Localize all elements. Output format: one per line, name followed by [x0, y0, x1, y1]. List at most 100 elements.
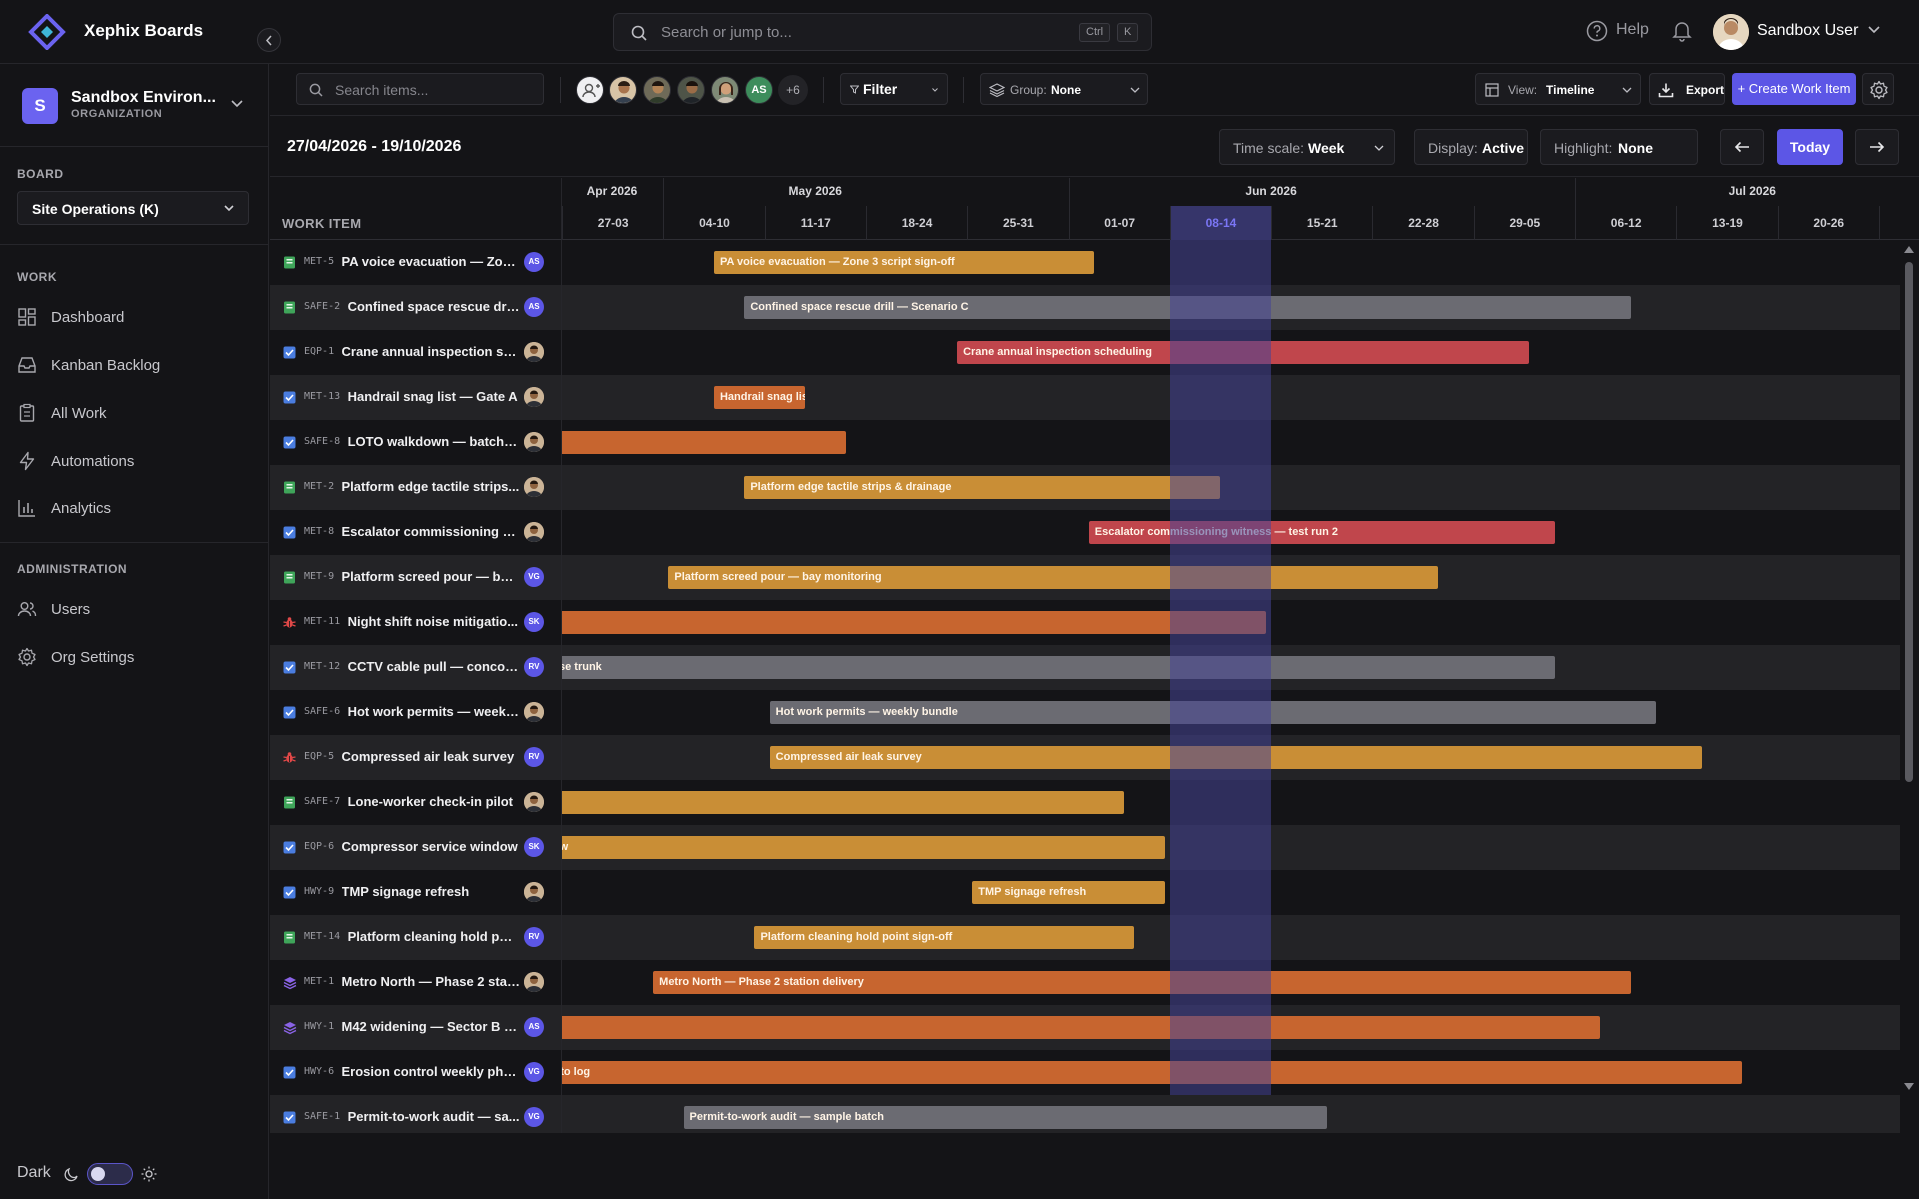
notifications-bell-icon[interactable] — [1672, 20, 1692, 42]
vertical-scrollbar[interactable] — [1901, 240, 1919, 1095]
timeline-bar[interactable]: ontrol weekly photo log — [562, 1061, 1743, 1084]
today-button[interactable]: Today — [1777, 129, 1843, 165]
table-row[interactable]: MET-8 Escalator commissioning wi... Escala… — [270, 510, 1900, 555]
table-row[interactable]: EQP-1 Crane annual inspection sc... Crane … — [270, 330, 1900, 375]
assignee-avatar[interactable] — [524, 792, 544, 812]
display-select[interactable]: Display: Active — [1414, 129, 1528, 165]
member-avatar[interactable] — [609, 76, 637, 104]
assignee-avatar[interactable] — [524, 342, 544, 362]
table-row[interactable]: SAFE-7 Lone-worker check-in pilot r check-… — [270, 780, 1900, 825]
timeline-bar[interactable]: Metro North — Phase 2 station delivery — [653, 971, 1631, 994]
row-label[interactable]: MET-13 Handrail snag list — Gate A — [270, 375, 562, 420]
timeline-bar[interactable]: sor service window — [562, 836, 1165, 859]
timeline-bar[interactable]: Escalator commissioning witness — test r… — [1088, 521, 1555, 544]
row-label[interactable]: MET-11 Night shift noise mitigatio... SK — [270, 600, 562, 645]
table-row[interactable]: HWY-1 M42 widening — Sector B e...AS ks & … — [270, 1005, 1900, 1050]
item-title[interactable]: Platform cleaning hold poi... — [347, 929, 520, 944]
row-label[interactable]: SAFE-8 LOTO walkdown — batch fi... — [270, 420, 562, 465]
user-avatar[interactable] — [1713, 14, 1749, 50]
theme-toggle[interactable] — [87, 1163, 133, 1185]
assignee-avatar[interactable] — [524, 882, 544, 902]
board-settings-button[interactable] — [1862, 73, 1894, 105]
timeline-bar[interactable]: Crane annual inspection scheduling — [957, 341, 1530, 364]
sidebar-item-users[interactable]: Users — [17, 594, 257, 624]
item-title[interactable]: Erosion control weekly pho... — [341, 1064, 521, 1079]
assignee-avatar[interactable]: VG — [524, 567, 544, 587]
sidebar-item-org-settings[interactable]: Org Settings — [17, 642, 257, 672]
xephix-logo-icon[interactable] — [28, 14, 66, 50]
timeline-bar[interactable]: s — [562, 431, 846, 454]
board-select[interactable]: Site Operations (K) — [17, 191, 249, 225]
unassigned-filter-avatar[interactable] — [576, 76, 604, 104]
table-row[interactable]: MET-2 Platform edge tactile strips... Plat… — [270, 465, 1900, 510]
export-button[interactable]: Export — [1649, 73, 1725, 105]
timeline-bar[interactable]: Handrail snag list — [713, 386, 806, 409]
sidebar-collapse-button[interactable] — [257, 28, 281, 52]
timeline-bar[interactable]: le pull — concourse trunk — [562, 656, 1555, 679]
table-row[interactable]: EQP-6 Compressor service window SK sor serv… — [270, 825, 1900, 870]
assignee-avatar[interactable]: VG — [524, 1062, 544, 1082]
items-search-input[interactable]: Search items... — [296, 73, 544, 105]
vertical-scroll-thumb[interactable] — [1905, 262, 1913, 782]
row-label[interactable]: HWY-1 M42 widening — Sector B e... AS — [270, 1005, 562, 1050]
item-title[interactable]: TMP signage refresh — [341, 884, 470, 899]
assignee-avatar[interactable]: AS — [524, 297, 544, 317]
assignee-avatar[interactable] — [524, 432, 544, 452]
item-title[interactable]: Metro North — Phase 2 stat... — [341, 974, 521, 989]
item-title[interactable]: Escalator commissioning wi... — [341, 524, 521, 539]
time-scale-select[interactable]: Time scale: Week — [1219, 129, 1395, 165]
group-by-select[interactable]: Group: None — [980, 73, 1148, 105]
timeline-bar[interactable]: PA voice evacuation — Zone 3 script sign… — [713, 251, 1094, 274]
row-label[interactable]: MET-2 Platform edge tactile strips... — [270, 465, 562, 510]
table-row[interactable]: MET-13 Handrail snag list — Gate A Handrai… — [270, 375, 1900, 420]
filter-button[interactable]: Filter — [840, 73, 948, 105]
row-label[interactable]: EQP-6 Compressor service window SK — [270, 825, 562, 870]
members-more-badge[interactable]: +6 — [778, 75, 808, 105]
table-row[interactable]: HWY-9 TMP signage refresh TMP signage refr… — [270, 870, 1900, 915]
row-label[interactable]: MET-9 Platform screed pour — bay... VG — [270, 555, 562, 600]
table-row[interactable]: SAFE-6 Hot work permits — weekl... Hot wor… — [270, 690, 1900, 735]
table-row[interactable]: MET-12 CCTV cable pull — concour... RV le p… — [270, 645, 1900, 690]
user-menu-chevron-down-icon[interactable] — [1868, 26, 1880, 34]
timeline-bar[interactable]: Platform screed pour — bay monitoring — [668, 566, 1439, 589]
sidebar-item-analytics[interactable]: Analytics — [17, 493, 257, 523]
highlight-select[interactable]: Highlight: None — [1540, 129, 1698, 165]
assignee-avatar[interactable]: AS — [524, 1017, 544, 1037]
table-row[interactable]: MET-5 PA voice evacuation — Zone... AS PA v… — [270, 240, 1900, 285]
table-row[interactable]: MET-1 Metro North — Phase 2 stat... Metro … — [270, 960, 1900, 1005]
item-title[interactable]: Compressor service window — [341, 839, 518, 854]
row-label[interactable]: MET-8 Escalator commissioning wi... — [270, 510, 562, 555]
table-row[interactable]: SAFE-2 Confined space rescue dril... AS Con… — [270, 285, 1900, 330]
assignee-avatar[interactable] — [524, 387, 544, 407]
member-avatar[interactable] — [711, 76, 739, 104]
timeline-bar[interactable]: Hot work permits — weekly bundle — [769, 701, 1657, 724]
timeline-bar[interactable]: Platform cleaning hold point sign-off — [754, 926, 1135, 949]
member-avatar-initials[interactable]: AS — [745, 76, 773, 104]
assignee-avatar[interactable] — [524, 522, 544, 542]
row-label[interactable]: MET-1 Metro North — Phase 2 stat... — [270, 960, 562, 1005]
item-title[interactable]: Compressed air leak survey — [341, 749, 515, 764]
assignee-avatar[interactable]: AS — [524, 252, 544, 272]
row-label[interactable]: MET-12 CCTV cable pull — concour... RV — [270, 645, 562, 690]
global-search-input[interactable]: Search or jump to... Ctrl K — [613, 13, 1152, 51]
member-avatar[interactable] — [677, 76, 705, 104]
item-title[interactable]: Platform screed pour — bay... — [341, 569, 521, 584]
item-title[interactable]: Confined space rescue dril... — [347, 299, 520, 314]
table-row[interactable]: SAFE-8 LOTO walkdown — batch fi... s — [270, 420, 1900, 465]
row-label[interactable]: HWY-9 TMP signage refresh — [270, 870, 562, 915]
timeline-bar[interactable]: Permit-to-work audit — sample batch — [683, 1106, 1327, 1129]
timeline-bar[interactable]: ks & drainage — [562, 1016, 1601, 1039]
row-label[interactable]: MET-14 Platform cleaning hold poi... RV — [270, 915, 562, 960]
row-label[interactable]: HWY-6 Erosion control weekly pho... VG — [270, 1050, 562, 1095]
sidebar-item-all-work[interactable]: All Work — [17, 398, 257, 428]
item-title[interactable]: CCTV cable pull — concour... — [347, 659, 520, 674]
assignee-avatar[interactable]: SK — [524, 612, 544, 632]
next-period-button[interactable] — [1855, 129, 1899, 165]
assignee-avatar[interactable]: VG — [524, 1107, 544, 1127]
timeline-bar[interactable]: Confined space rescue drill — Scenario C — [744, 296, 1631, 319]
assignee-avatar[interactable] — [524, 477, 544, 497]
table-row[interactable]: MET-11 Night shift noise mitigatio... SK se… — [270, 600, 1900, 645]
previous-period-button[interactable] — [1720, 129, 1764, 165]
timeline-bar[interactable]: TMP signage refresh — [972, 881, 1165, 904]
timeline-bar[interactable]: Platform edge tactile strips & drainage — [744, 476, 1221, 499]
